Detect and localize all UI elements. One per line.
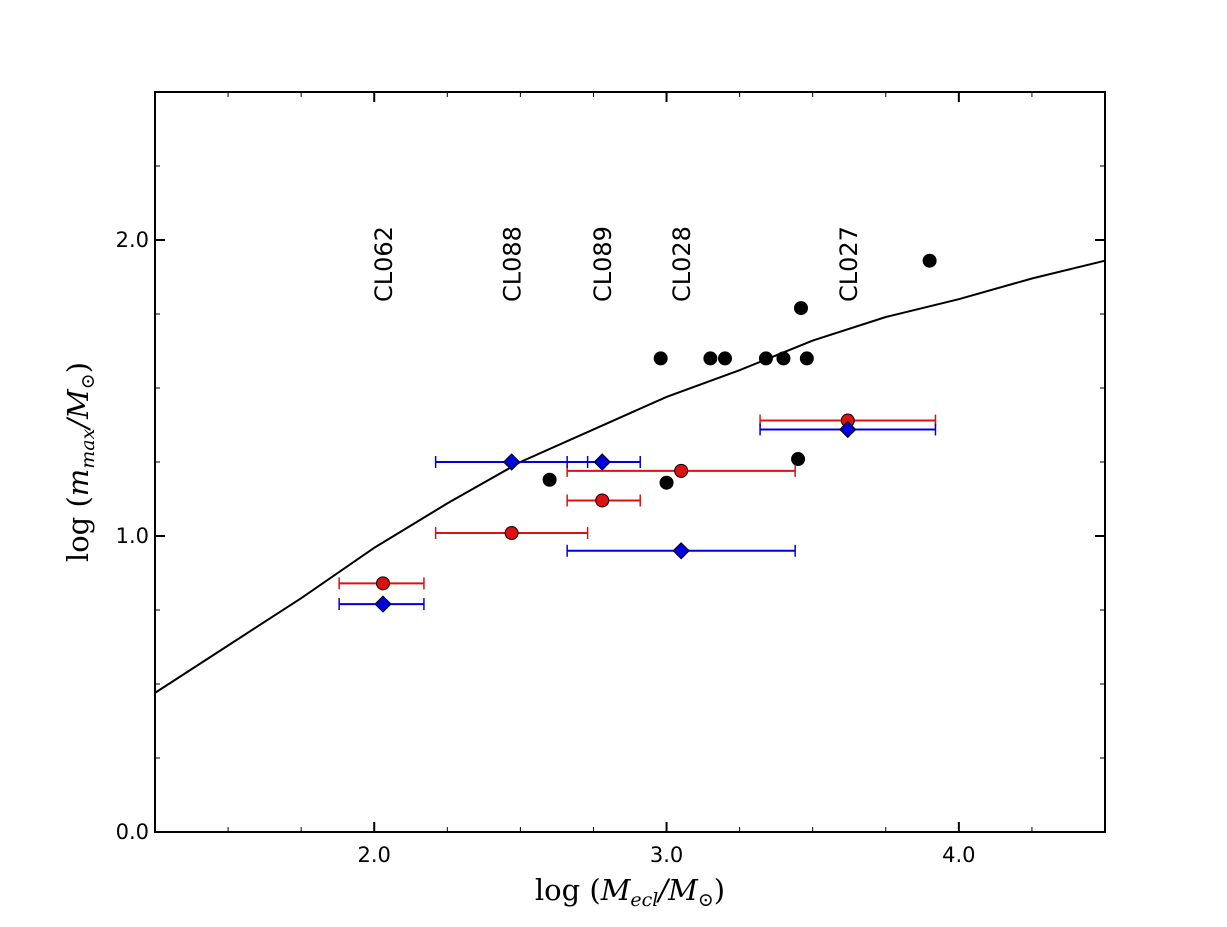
black_points-marker [703,351,718,366]
cluster-label: CL062 [370,226,398,302]
black_points-marker [799,351,814,366]
y-axis-title: log (mmax/M⊙) [61,362,99,562]
cluster-label: CL028 [668,226,696,302]
tick-labels: 2.0 3.0 4.0 0.0 1.0 2.0 [116,228,976,867]
black_points-marker [794,301,808,316]
black_points-marker [791,452,806,467]
cluster-labels: CL062 CL088 CL089 CL028 CL027 [370,226,863,302]
black_points-marker [758,351,773,366]
y-tick-label: 2.0 [116,228,149,252]
y-tick-label: 0.0 [116,820,149,844]
cluster-label: CL089 [589,226,617,302]
black_points-marker [718,351,732,366]
y-tick-label: 1.0 [116,524,149,548]
red_points-marker [504,526,519,541]
blue_points-marker [502,453,521,471]
cluster-label: CL027 [835,226,863,302]
red_points-marker [674,463,689,478]
black_points-marker [776,351,791,366]
plot-area [154,253,1106,694]
cluster-label: CL088 [499,226,527,302]
red_points-marker [376,576,390,591]
relation-curve [154,259,1106,694]
x-axis-title: log (Mecl/M⊙) [535,873,725,911]
black_points-marker [542,472,557,487]
black_points-marker [653,351,668,366]
blue_points-marker [593,453,611,471]
x-tick-label: 2.0 [358,843,391,867]
blue_points-marker [672,542,690,560]
tick-marks [154,91,1106,833]
black_points-marker [659,475,674,490]
blue_points-marker [374,595,392,613]
black_points-marker [922,253,937,268]
x-tick-label: 4.0 [942,843,975,867]
red_points-marker [595,493,610,508]
x-tick-label: 3.0 [650,843,683,867]
blue_points-marker [839,420,857,439]
